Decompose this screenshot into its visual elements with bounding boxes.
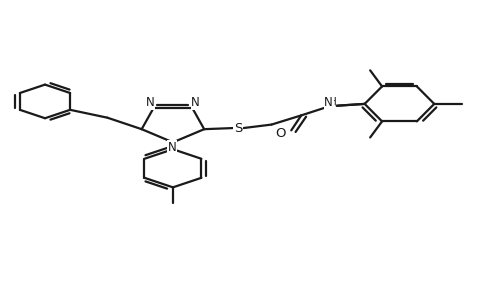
Text: S: S	[234, 121, 242, 134]
Text: N: N	[191, 96, 200, 109]
Text: N: N	[146, 96, 155, 109]
Text: H: H	[329, 97, 337, 107]
Text: O: O	[276, 127, 286, 140]
Text: N: N	[168, 141, 176, 154]
Text: N: N	[324, 97, 333, 110]
